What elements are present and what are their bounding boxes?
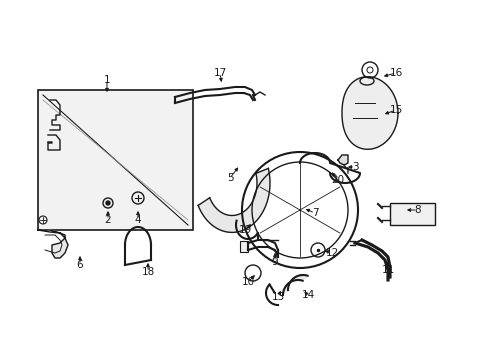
- Text: 17: 17: [213, 68, 226, 78]
- Bar: [389, 203, 434, 225]
- Polygon shape: [341, 77, 397, 149]
- Text: 14: 14: [301, 290, 314, 300]
- Bar: [38, 90, 193, 230]
- Text: 5: 5: [226, 173, 233, 183]
- Text: 3: 3: [351, 162, 358, 172]
- Polygon shape: [198, 168, 269, 233]
- Text: 20: 20: [331, 175, 344, 185]
- Text: 15: 15: [388, 105, 402, 115]
- Text: 13: 13: [271, 292, 284, 302]
- Polygon shape: [283, 275, 307, 295]
- Bar: [240, 241, 247, 252]
- Text: 2: 2: [104, 215, 111, 225]
- Text: 19: 19: [238, 225, 251, 235]
- Text: 7: 7: [311, 208, 318, 218]
- Text: 10: 10: [241, 277, 254, 287]
- Circle shape: [106, 201, 110, 205]
- Text: 16: 16: [388, 68, 402, 78]
- Text: 11: 11: [381, 265, 394, 275]
- Polygon shape: [38, 230, 68, 258]
- Text: 4: 4: [134, 215, 141, 225]
- Text: 8: 8: [414, 205, 421, 215]
- Polygon shape: [337, 155, 347, 165]
- Text: 18: 18: [141, 267, 154, 277]
- Text: 9: 9: [271, 257, 278, 267]
- Text: 12: 12: [325, 248, 338, 258]
- Text: 1: 1: [103, 75, 110, 85]
- Text: 6: 6: [77, 260, 83, 270]
